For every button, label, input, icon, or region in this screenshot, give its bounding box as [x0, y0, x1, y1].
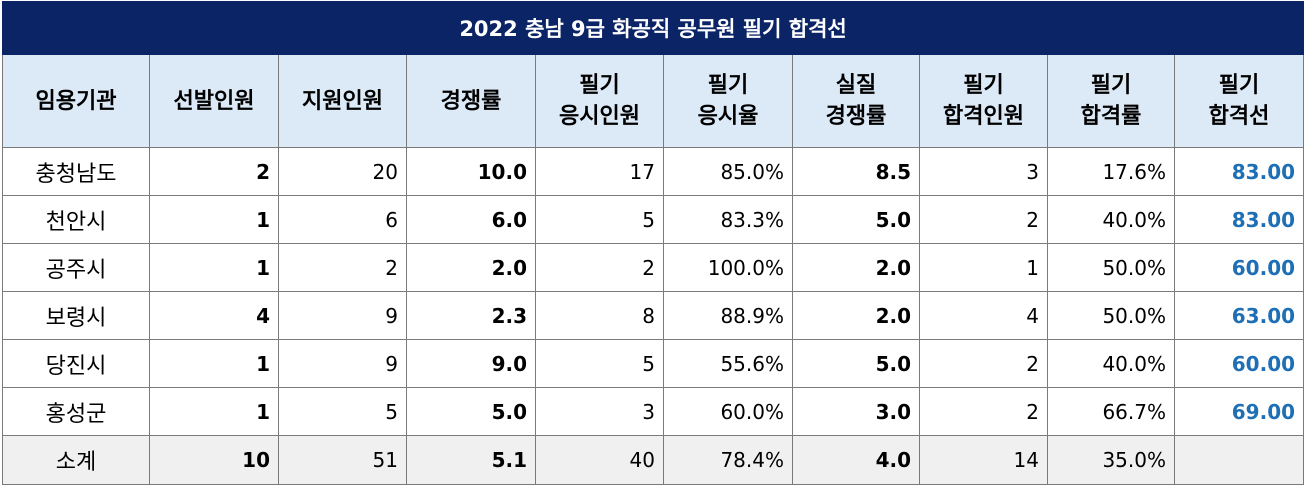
cell-selected: 1 — [149, 387, 279, 436]
cell-attendance-rate: 55.6% — [663, 339, 793, 388]
cell-selected: 1 — [149, 195, 279, 244]
cell-competition: 9.0 — [406, 339, 536, 388]
cell-selected: 10 — [149, 435, 279, 485]
table-row: 홍성군 1 5 5.0 3 60.0% 3.0 2 66.7% 69.00 — [2, 387, 1305, 436]
cell-exam-takers: 3 — [535, 387, 664, 436]
cell-cutoff: 60.00 — [1173, 243, 1305, 292]
cell-attendance-rate: 100.0% — [663, 243, 793, 292]
header-attendance-rate: 필기 응시율 — [663, 54, 793, 148]
cell-pass-rate: 17.6% — [1047, 147, 1175, 196]
results-table-container: 2022 충남 9급 화공직 공무원 필기 합격선 임용기관 선발인원 지원인원… — [1, 1, 1305, 485]
cell-competition: 5.0 — [406, 387, 536, 436]
cell-competition: 10.0 — [406, 147, 536, 196]
cell-real-competition: 8.5 — [792, 147, 920, 196]
cell-exam-takers: 5 — [535, 339, 664, 388]
cell-cutoff: 83.00 — [1173, 147, 1305, 196]
cell-applicants: 9 — [278, 291, 407, 340]
header-agency: 임용기관 — [2, 54, 150, 148]
total-row: 소계 10 51 5.1 40 78.4% 4.0 14 35.0% — [2, 435, 1305, 485]
cell-exam-takers: 2 — [535, 243, 664, 292]
cell-passers: 4 — [919, 291, 1048, 340]
cell-attendance-rate: 85.0% — [663, 147, 793, 196]
cell-real-competition: 5.0 — [792, 195, 920, 244]
cell-real-competition: 2.0 — [792, 243, 920, 292]
header-exam-takers: 필기 응시인원 — [535, 54, 664, 148]
cell-real-competition: 2.0 — [792, 291, 920, 340]
cell-exam-takers: 40 — [535, 435, 664, 485]
cell-exam-takers: 5 — [535, 195, 664, 244]
cell-pass-rate: 40.0% — [1047, 339, 1175, 388]
cell-selected: 2 — [149, 147, 279, 196]
cutoff-table: 2022 충남 9급 화공직 공무원 필기 합격선 임용기관 선발인원 지원인원… — [1, 1, 1305, 485]
cell-pass-rate: 50.0% — [1047, 291, 1175, 340]
cell-competition: 6.0 — [406, 195, 536, 244]
cell-real-competition: 5.0 — [792, 339, 920, 388]
cell-agency: 당진시 — [2, 339, 150, 388]
cell-passers: 3 — [919, 147, 1048, 196]
table-row: 보령시 4 9 2.3 8 88.9% 2.0 4 50.0% 63.00 — [2, 291, 1305, 340]
cell-selected: 1 — [149, 339, 279, 388]
cell-applicants: 51 — [278, 435, 407, 485]
cell-selected: 1 — [149, 243, 279, 292]
cell-real-competition: 4.0 — [792, 435, 920, 485]
cell-agency: 공주시 — [2, 243, 150, 292]
cell-passers: 14 — [919, 435, 1048, 485]
cell-cutoff: 63.00 — [1173, 291, 1305, 340]
cell-selected: 4 — [149, 291, 279, 340]
cell-real-competition: 3.0 — [792, 387, 920, 436]
cell-cutoff: 60.00 — [1173, 339, 1305, 388]
header-cutoff: 필기 합격선 — [1173, 54, 1305, 148]
cell-exam-takers: 17 — [535, 147, 664, 196]
header-row: 임용기관 선발인원 지원인원 경쟁률 필기 응시인원 필기 응시율 실질 경쟁률 필기… — [2, 54, 1305, 148]
cell-agency: 보령시 — [2, 291, 150, 340]
header-real-competition: 실질 경쟁률 — [792, 54, 920, 148]
header-pass-rate: 필기 합격률 — [1047, 54, 1175, 148]
cell-pass-rate: 40.0% — [1047, 195, 1175, 244]
table-row: 당진시 1 9 9.0 5 55.6% 5.0 2 40.0% 60.00 — [2, 339, 1305, 388]
cell-agency: 소계 — [2, 435, 150, 485]
cell-competition: 2.3 — [406, 291, 536, 340]
cell-agency: 충청남도 — [2, 147, 150, 196]
cell-applicants: 5 — [278, 387, 407, 436]
cell-applicants: 2 — [278, 243, 407, 292]
header-passers: 필기 합격인원 — [919, 54, 1048, 148]
cell-attendance-rate: 83.3% — [663, 195, 793, 244]
cell-agency: 천안시 — [2, 195, 150, 244]
header-applicants: 지원인원 — [278, 54, 407, 148]
cell-pass-rate: 66.7% — [1047, 387, 1175, 436]
cell-cutoff — [1173, 435, 1305, 485]
cell-pass-rate: 35.0% — [1047, 435, 1175, 485]
table-row: 충청남도 2 20 10.0 17 85.0% 8.5 3 17.6% 83.0… — [2, 147, 1305, 196]
title-row: 2022 충남 9급 화공직 공무원 필기 합격선 — [1, 1, 1305, 55]
cell-cutoff: 69.00 — [1173, 387, 1305, 436]
header-selected: 선발인원 — [149, 54, 279, 148]
cell-cutoff: 83.00 — [1173, 195, 1305, 244]
cell-passers: 2 — [919, 195, 1048, 244]
table-row: 천안시 1 6 6.0 5 83.3% 5.0 2 40.0% 83.00 — [2, 195, 1305, 244]
cell-applicants: 9 — [278, 339, 407, 388]
cell-pass-rate: 50.0% — [1047, 243, 1175, 292]
cell-passers: 2 — [919, 387, 1048, 436]
table-row: 공주시 1 2 2.0 2 100.0% 2.0 1 50.0% 60.00 — [2, 243, 1305, 292]
cell-passers: 2 — [919, 339, 1048, 388]
cell-applicants: 20 — [278, 147, 407, 196]
cell-passers: 1 — [919, 243, 1048, 292]
cell-competition: 5.1 — [406, 435, 536, 485]
table-title: 2022 충남 9급 화공직 공무원 필기 합격선 — [1, 1, 1305, 55]
header-competition: 경쟁률 — [406, 54, 536, 148]
cell-attendance-rate: 60.0% — [663, 387, 793, 436]
cell-competition: 2.0 — [406, 243, 536, 292]
cell-exam-takers: 8 — [535, 291, 664, 340]
cell-agency: 홍성군 — [2, 387, 150, 436]
cell-attendance-rate: 78.4% — [663, 435, 793, 485]
cell-attendance-rate: 88.9% — [663, 291, 793, 340]
cell-applicants: 6 — [278, 195, 407, 244]
